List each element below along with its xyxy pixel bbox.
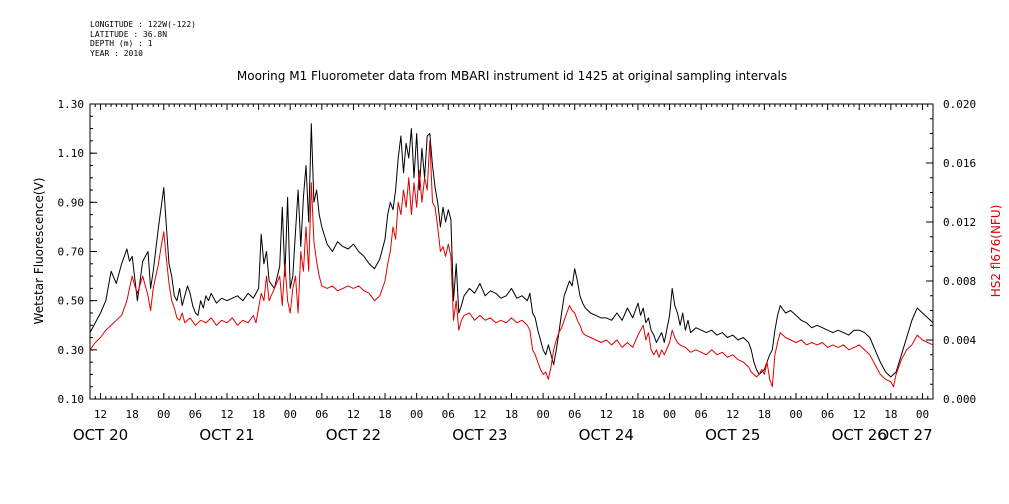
series-layer xyxy=(89,123,934,388)
x-tick-label: 12 xyxy=(94,408,107,421)
x-tick-label: 06 xyxy=(821,408,834,421)
x-tick-label: 18 xyxy=(252,408,265,421)
year-label: YEAR : 2010 xyxy=(90,48,143,58)
x-tick-label: 12 xyxy=(853,408,866,421)
y-right-tick-label: 0.012 xyxy=(943,216,976,229)
y-left-tick-label: 0.30 xyxy=(58,344,85,357)
x-day-label: OCT 22 xyxy=(326,426,381,444)
y-right-tick-label: 0.000 xyxy=(943,393,976,406)
x-tick-label: 12 xyxy=(473,408,486,421)
x-tick-label: 12 xyxy=(726,408,739,421)
series-line-hs2 xyxy=(89,140,934,388)
x-day-label: OCT 27 xyxy=(877,426,932,444)
x-tick-label: 18 xyxy=(378,408,391,421)
x-tick-label: 00 xyxy=(157,408,170,421)
x-tick-label: 06 xyxy=(189,408,202,421)
y-left-tick-label: 0.10 xyxy=(58,393,85,406)
x-tick-label: 00 xyxy=(916,408,929,421)
x-tick-label: 18 xyxy=(884,408,897,421)
chart-title: Mooring M1 Fluorometer data from MBARI i… xyxy=(237,69,787,83)
plot-frame xyxy=(89,103,934,400)
x-tick-label: 12 xyxy=(347,408,360,421)
y-left-tick-label: 1.30 xyxy=(58,98,85,111)
x-tick-label: 18 xyxy=(758,408,771,421)
y-right-tick-label: 0.004 xyxy=(943,334,976,347)
longitude-label: LONGITUDE : 122W(-122) xyxy=(90,20,196,29)
metadata-block: LONGITUDE : 122W(-122) LATITUDE : 36.8N … xyxy=(90,20,196,58)
x-day-label: OCT 20 xyxy=(73,426,128,444)
x-tick-label: 06 xyxy=(568,408,581,421)
y-left-tick-label: 0.70 xyxy=(58,246,85,259)
x-tick-label: 18 xyxy=(631,408,644,421)
y-right-tick-label: 0.020 xyxy=(943,98,976,111)
series-line-wetstar xyxy=(89,123,934,378)
x-tick-label: 00 xyxy=(789,408,802,421)
y-right-tick-label: 0.016 xyxy=(943,157,976,170)
x-day-label: OCT 25 xyxy=(705,426,760,444)
x-tick-label: 00 xyxy=(284,408,297,421)
x-tick-label: 18 xyxy=(505,408,518,421)
x-tick-label: 12 xyxy=(600,408,613,421)
x-day-label: OCT 26 xyxy=(832,426,887,444)
y-left-tick-label: 0.90 xyxy=(58,196,85,209)
latitude-label: LATITUDE : 36.8N xyxy=(90,29,168,39)
y-axis-right-label: HS2 fl676(NFU) xyxy=(989,205,1003,298)
x-day-label: OCT 24 xyxy=(579,426,634,444)
x-tick-label: 00 xyxy=(410,408,423,421)
x-tick-label: 00 xyxy=(663,408,676,421)
ticks-layer: 12 18 00 06 12 18 00 06 12 18 00 06 12 18 00 06 12 18 00 06… xyxy=(58,98,977,444)
x-tick-label: 18 xyxy=(126,408,139,421)
x-tick-label: 06 xyxy=(695,408,708,421)
y-left-tick-label: 1.10 xyxy=(58,147,85,160)
x-tick-label: 06 xyxy=(315,408,328,421)
y-right-tick-label: 0.008 xyxy=(943,275,976,288)
x-day-label: OCT 21 xyxy=(199,426,254,444)
depth-label: DEPTH (m) : 1 xyxy=(90,39,153,48)
x-tick-label: 06 xyxy=(442,408,455,421)
y-left-tick-label: 0.50 xyxy=(58,295,85,308)
x-tick-label: 00 xyxy=(536,408,549,421)
x-tick-label: 12 xyxy=(220,408,233,421)
x-day-label: OCT 23 xyxy=(452,426,507,444)
y-axis-left-label: Wetstar Fluorescence(V) xyxy=(32,178,46,325)
